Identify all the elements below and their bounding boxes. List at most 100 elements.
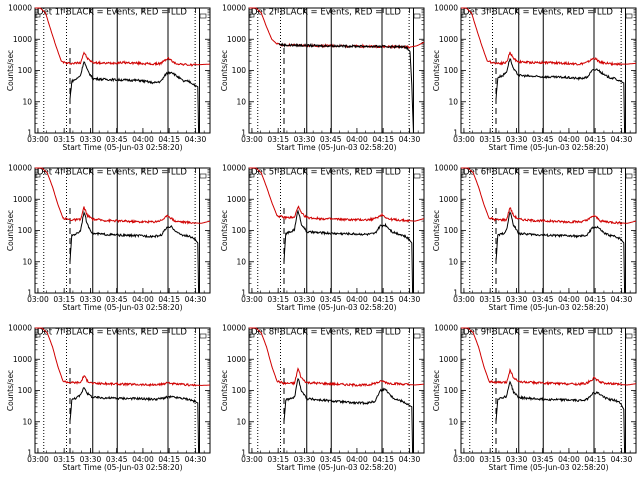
y-axis-label: Counts/sec bbox=[220, 50, 229, 91]
corner-box-icon bbox=[413, 333, 421, 339]
y-tick-label: 10 bbox=[22, 417, 32, 426]
events-series-line bbox=[283, 209, 414, 294]
corner-box-icon bbox=[625, 173, 633, 179]
y-tick-label: 10 bbox=[22, 257, 32, 266]
x-tick-label: 04:00 bbox=[558, 295, 580, 304]
x-tick-label: 03:00 bbox=[453, 295, 475, 304]
y-tick-label: 10000 bbox=[8, 4, 32, 13]
x-tick-label: 04:30 bbox=[399, 455, 421, 464]
x-tick-label: 04:15 bbox=[158, 135, 180, 144]
x-tick-label: 04:15 bbox=[372, 135, 394, 144]
plot-frame bbox=[460, 167, 637, 294]
x-axis-label: Start Time (05-Jun-03 02:58:20) bbox=[489, 303, 609, 312]
x-tick-label: 03:45 bbox=[106, 455, 128, 464]
lld-series-line bbox=[249, 167, 425, 223]
x-tick-label: 03:15 bbox=[53, 455, 75, 464]
plot-frame bbox=[34, 7, 211, 134]
corner-box-icon bbox=[461, 13, 467, 18]
plot-frame bbox=[460, 327, 637, 454]
panel-det-2: Det 2f BLACK = Events, RED = LLD 1 10 100 10… bbox=[220, 4, 425, 152]
y-tick-label: 1000 bbox=[227, 195, 246, 204]
x-tick-label: 03:00 bbox=[241, 135, 263, 144]
x-tick-label: 03:15 bbox=[267, 135, 289, 144]
x-tick-label: 04:00 bbox=[346, 295, 368, 304]
panel-title: Det 7f BLACK = Events, RED = LLD bbox=[37, 328, 187, 338]
y-tick-label: 1 bbox=[241, 129, 246, 138]
corner-box-icon bbox=[35, 333, 41, 338]
x-tick-label: 03:30 bbox=[506, 455, 528, 464]
x-tick-label: 04:15 bbox=[584, 135, 606, 144]
y-tick-label: 10 bbox=[22, 97, 32, 106]
x-tick-label: 03:30 bbox=[506, 135, 528, 144]
panel-det-4: Det 4f BLACK = Events, RED = LLD 1 10 100 10… bbox=[6, 164, 211, 312]
x-tick-label: 04:00 bbox=[132, 135, 154, 144]
y-tick-label: 10000 bbox=[222, 4, 246, 13]
x-axis-label: Start Time (05-Jun-03 02:58:20) bbox=[277, 463, 397, 472]
x-tick-label: 04:00 bbox=[346, 455, 368, 464]
plot-frame bbox=[34, 327, 211, 454]
panel-det-9: Det 9f BLACK = Events, RED = LLD 1 10 100 10… bbox=[432, 324, 637, 472]
plot-frame bbox=[248, 167, 425, 294]
y-tick-label: 100 bbox=[444, 226, 459, 235]
y-tick-label: 10 bbox=[236, 417, 246, 426]
x-tick-label: 04:30 bbox=[185, 135, 207, 144]
plot-frame bbox=[248, 327, 425, 454]
x-tick-label: 03:45 bbox=[106, 135, 128, 144]
x-tick-label: 04:30 bbox=[185, 455, 207, 464]
events-series-line bbox=[283, 377, 414, 454]
x-tick-label: 04:15 bbox=[372, 455, 394, 464]
y-tick-label: 1 bbox=[27, 449, 32, 458]
panel-det-3: Det 3f BLACK = Events, RED = LLD 1 10 100 10… bbox=[432, 4, 637, 152]
x-axis-label: Start Time (05-Jun-03 02:58:20) bbox=[489, 143, 609, 152]
panel-title: Det 4f BLACK = Events, RED = LLD bbox=[37, 168, 187, 178]
events-series-line bbox=[495, 380, 626, 454]
lld-series-line bbox=[461, 7, 637, 67]
x-tick-label: 04:30 bbox=[611, 135, 633, 144]
y-tick-label: 1000 bbox=[13, 355, 32, 364]
corner-box-icon bbox=[625, 13, 633, 19]
panel-det-7: Det 7f BLACK = Events, RED = LLD 1 10 100 10… bbox=[6, 324, 211, 472]
x-axis-label: Start Time (05-Jun-03 02:58:20) bbox=[277, 143, 397, 152]
x-tick-label: 04:30 bbox=[399, 295, 421, 304]
x-tick-label: 03:15 bbox=[479, 455, 501, 464]
y-tick-label: 10000 bbox=[434, 324, 458, 333]
y-tick-label: 1 bbox=[241, 289, 246, 298]
x-tick-label: 03:15 bbox=[53, 295, 75, 304]
x-tick-label: 04:15 bbox=[158, 455, 180, 464]
x-tick-label: 03:00 bbox=[27, 135, 49, 144]
x-tick-label: 03:00 bbox=[27, 295, 49, 304]
y-tick-label: 100 bbox=[444, 386, 459, 395]
x-axis-label: Start Time (05-Jun-03 02:58:20) bbox=[63, 463, 183, 472]
x-tick-label: 03:45 bbox=[320, 455, 342, 464]
y-axis-label: Counts/sec bbox=[6, 210, 15, 251]
y-tick-label: 100 bbox=[444, 66, 459, 75]
corner-box-icon bbox=[35, 13, 41, 18]
y-tick-label: 1000 bbox=[439, 355, 458, 364]
x-axis-label: Start Time (05-Jun-03 02:58:20) bbox=[63, 303, 183, 312]
y-tick-label: 1 bbox=[27, 129, 32, 138]
events-series-line bbox=[278, 42, 414, 134]
y-axis-label: Counts/sec bbox=[432, 210, 441, 251]
x-tick-label: 03:45 bbox=[532, 455, 554, 464]
lld-series-line bbox=[249, 327, 425, 388]
x-tick-label: 04:00 bbox=[558, 135, 580, 144]
x-tick-label: 03:15 bbox=[267, 295, 289, 304]
panel-title: Det 6f BLACK = Events, RED = LLD bbox=[463, 168, 613, 178]
events-series-line bbox=[69, 61, 200, 134]
y-tick-label: 10 bbox=[448, 97, 458, 106]
x-axis-label: Start Time (05-Jun-03 02:58:20) bbox=[489, 463, 609, 472]
y-tick-label: 10000 bbox=[434, 164, 458, 173]
panel-det-6: Det 6f BLACK = Events, RED = LLD 1 10 100 10… bbox=[432, 164, 637, 312]
y-tick-label: 10000 bbox=[222, 324, 246, 333]
y-tick-label: 10 bbox=[236, 257, 246, 266]
y-tick-label: 1000 bbox=[13, 195, 32, 204]
panel-title: Det 9f BLACK = Events, RED = LLD bbox=[463, 328, 613, 338]
x-tick-label: 03:00 bbox=[453, 455, 475, 464]
lld-series-line bbox=[35, 327, 210, 388]
x-tick-label: 03:45 bbox=[532, 135, 554, 144]
x-tick-label: 04:15 bbox=[584, 455, 606, 464]
plot-frame bbox=[34, 167, 211, 294]
y-tick-label: 10 bbox=[236, 97, 246, 106]
x-tick-label: 04:30 bbox=[611, 295, 633, 304]
